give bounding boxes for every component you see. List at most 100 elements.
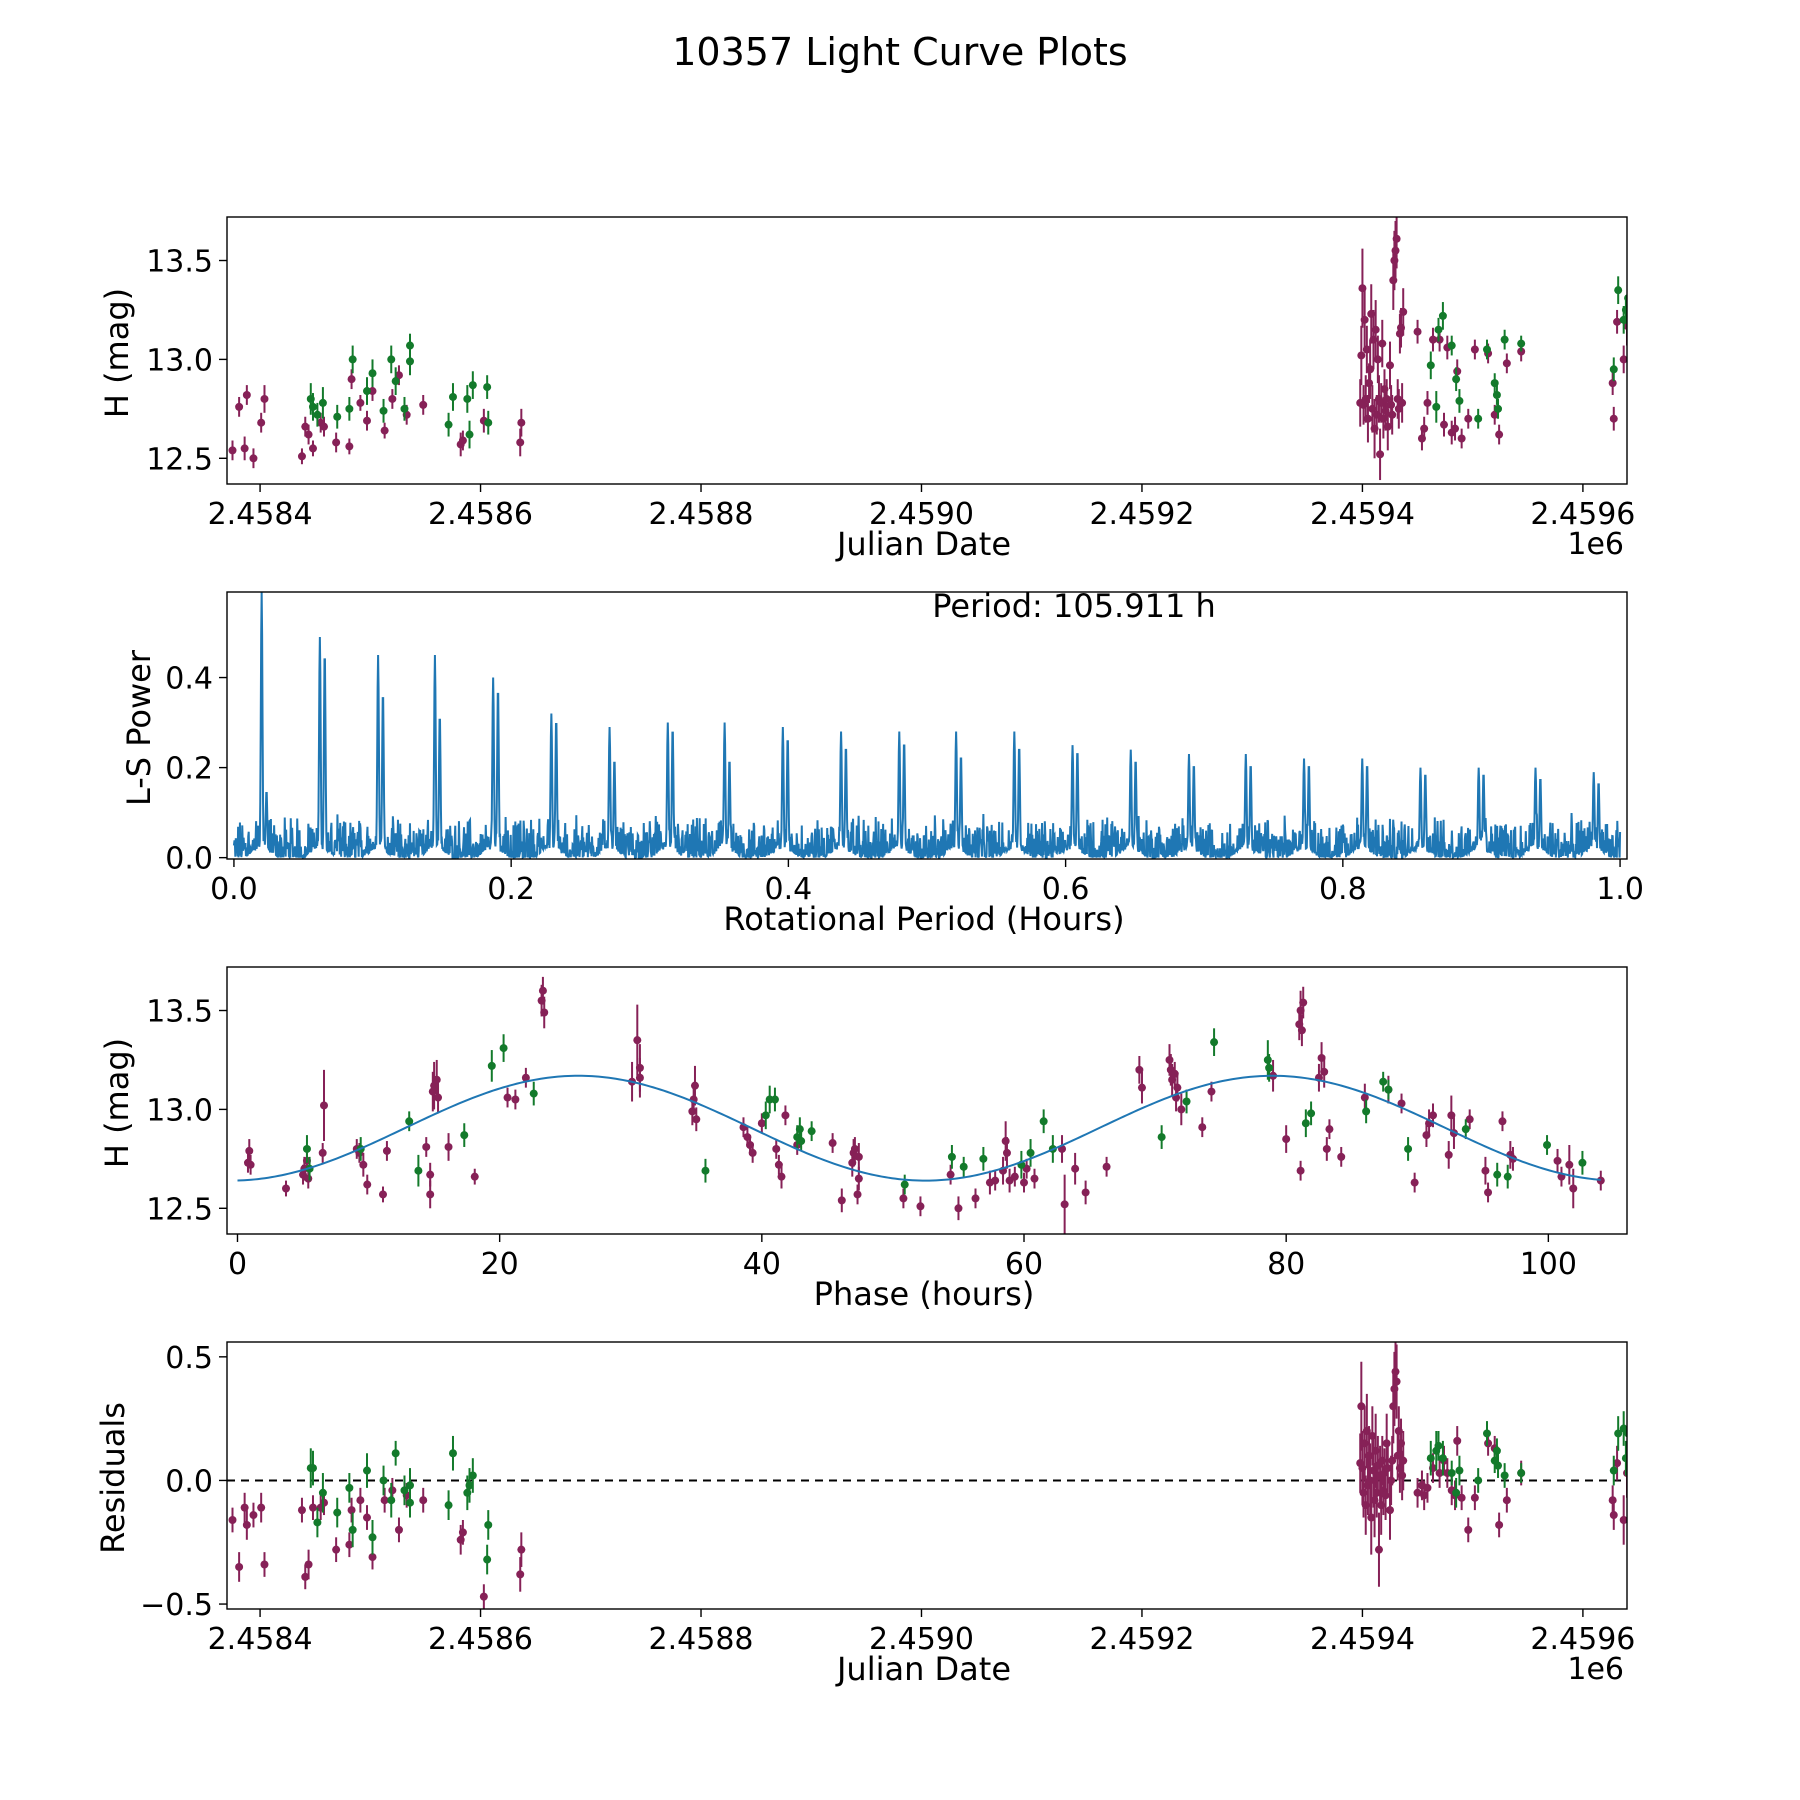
lightcurve-point-band_b <box>1434 326 1442 334</box>
phased-point-band_a <box>1445 1151 1453 1159</box>
phased-point-band_a <box>838 1196 846 1204</box>
lightcurve-point-band_b <box>1614 286 1622 294</box>
periodogram-ytick-label: 0.4 <box>165 662 213 697</box>
lightcurve-point-band_b <box>1610 365 1618 373</box>
lightcurve-point-band_a <box>298 452 306 460</box>
phased-point-band_b <box>1307 1109 1315 1117</box>
lightcurve-xtick-label: 2.4594 <box>1310 497 1415 532</box>
residuals-point-band_b <box>1494 1462 1502 1470</box>
phased-point-band_a <box>1484 1188 1492 1196</box>
lightcurve-point-band_b <box>349 355 357 363</box>
residuals-point-band_b <box>309 1464 317 1472</box>
residuals-point-band_b <box>1427 1454 1435 1462</box>
lightcurve-point-band_a <box>1495 431 1503 439</box>
lightcurve-point-band_a <box>356 399 364 407</box>
residuals-point-band_b <box>387 1496 395 1504</box>
phased-point-band_a <box>636 1074 644 1082</box>
lightcurve-point-band_a <box>1423 399 1431 407</box>
period-annotation: Period: 105.911 h <box>932 587 1216 625</box>
phased-ytick-label: 12.5 <box>146 1192 213 1227</box>
phased-point-band_a <box>692 1115 700 1123</box>
lightcurve-point-band_b <box>345 405 353 413</box>
phased-point-band_a <box>433 1076 441 1084</box>
phased-point-band_a <box>954 1204 962 1212</box>
phased-point-band_a <box>851 1145 859 1153</box>
phased-point-band_b <box>1362 1107 1370 1115</box>
lightcurve-point-band_a <box>309 444 317 452</box>
phased-point-band_b <box>960 1163 968 1171</box>
periodogram-ytick-label: 0.0 <box>165 842 213 877</box>
lightcurve-point-band_a <box>1464 415 1472 423</box>
lightcurve-ylabel: H (mag) <box>98 288 136 418</box>
lightcurve-point-band_a <box>249 454 257 462</box>
lightcurve-point-band_a <box>517 419 525 427</box>
phased-point-band_b <box>530 1090 538 1098</box>
lightcurve-point-band_b <box>387 355 395 363</box>
lightcurve-point-band_a <box>1471 346 1479 354</box>
residuals-point-band_a <box>480 1593 488 1601</box>
phased-point-band_a <box>1082 1188 1090 1196</box>
phased-point-band_a <box>1323 1145 1331 1153</box>
residuals-point-band_a <box>419 1496 427 1504</box>
lightcurve-point-band_b <box>1517 340 1525 348</box>
residuals-ytick-label: −0.5 <box>140 1588 213 1623</box>
lightcurve-point-band_a <box>1451 425 1459 433</box>
phased-point-band_a <box>1071 1165 1079 1173</box>
lightcurve-point-band_a <box>305 431 313 439</box>
phased-point-band_a <box>691 1082 699 1090</box>
phased-point-band_a <box>1565 1161 1573 1169</box>
phased-point-band_a <box>1103 1163 1111 1171</box>
phased-point-band_a <box>758 1119 766 1127</box>
phased-point-band_b <box>1462 1125 1470 1133</box>
residuals-point-band_b <box>369 1533 377 1541</box>
phased-point-band_a <box>383 1147 391 1155</box>
lightcurve-point-band_b <box>1501 336 1509 344</box>
residuals-point-band_b <box>449 1449 457 1457</box>
phased-point-band_a <box>855 1153 863 1161</box>
phased-ytick-label: 13.5 <box>146 995 213 1030</box>
residuals-point-band_a <box>517 1546 525 1554</box>
lightcurve-point-band_a <box>1440 421 1448 429</box>
phased-point-band_a <box>777 1173 785 1181</box>
lightcurve-point-band_a <box>1378 340 1386 348</box>
residuals-point-band_b <box>345 1484 353 1492</box>
phased-point-band_a <box>1299 999 1307 1007</box>
lightcurve-point-band_a <box>1357 351 1365 359</box>
residuals-ylabel: Residuals <box>94 1402 132 1554</box>
residuals-point-band_a <box>1387 1476 1395 1484</box>
phased-point-band_a <box>434 1094 442 1102</box>
periodogram-ytick-label: 0.2 <box>165 752 213 787</box>
residuals-point-band_a <box>332 1546 340 1554</box>
phased-point-band_a <box>1498 1117 1506 1125</box>
residuals-point-band_b <box>1493 1447 1501 1455</box>
residuals-point-band_a <box>363 1514 371 1522</box>
phased-point-band_a <box>422 1143 430 1151</box>
phased-point-band_b <box>808 1127 816 1135</box>
lightcurve-point-band_b <box>1452 375 1460 383</box>
lightcurve-point-band_b <box>319 399 327 407</box>
residuals-point-band_a <box>1383 1439 1391 1447</box>
phased-point-band_a <box>359 1161 367 1169</box>
lightcurve-point-band_b <box>483 383 491 391</box>
phased-xtick-label: 40 <box>743 1247 781 1282</box>
phased-point-band_a <box>688 1107 696 1115</box>
residuals-point-band_a <box>249 1511 257 1519</box>
residuals-point-band_a <box>1610 1511 1618 1519</box>
phased-xtick-label: 0 <box>228 1247 247 1282</box>
phased-point-band_b <box>1264 1056 1272 1064</box>
phased-point-band_b <box>1404 1145 1412 1153</box>
phased-point-band_b <box>1210 1038 1218 1046</box>
residuals-point-band_a <box>516 1570 524 1578</box>
lightcurve-point-band_a <box>1420 425 1428 433</box>
lightcurve-point-band_a <box>1458 435 1466 443</box>
phased-point-band_b <box>1578 1159 1586 1167</box>
residuals-point-band_a <box>229 1516 237 1524</box>
lightcurve-point-band_a <box>257 419 265 427</box>
residuals-point-band_b <box>1501 1472 1509 1480</box>
lightcurve-point-band_a <box>348 375 356 383</box>
lightcurve-point-band_b <box>380 407 388 415</box>
residuals-point-band_a <box>395 1526 403 1534</box>
residuals-point-band_a <box>260 1561 268 1569</box>
residuals-point-band_b <box>313 1518 321 1526</box>
residuals-point-band_a <box>243 1521 251 1529</box>
